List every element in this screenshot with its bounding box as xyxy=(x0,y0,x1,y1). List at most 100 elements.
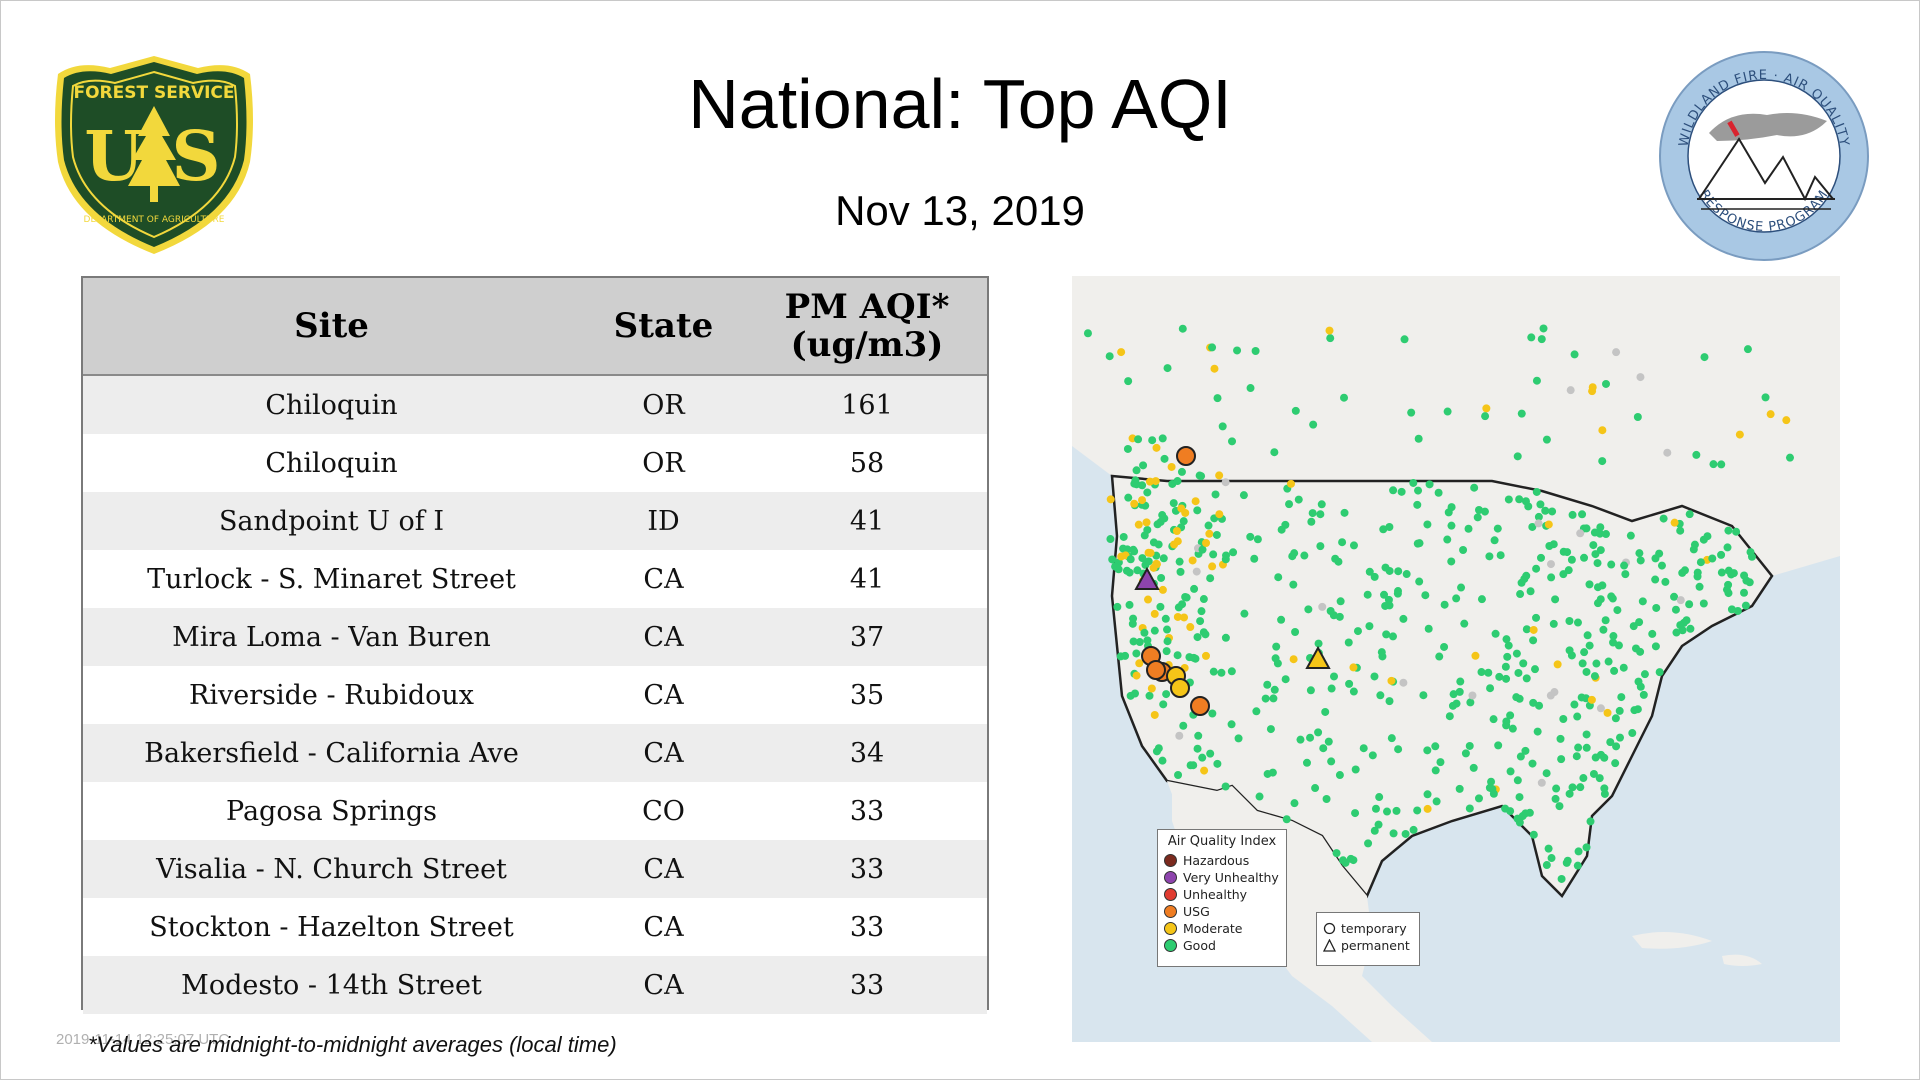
permanent-monitor-marker xyxy=(1305,645,1331,669)
monitor-marker xyxy=(1159,700,1168,709)
monitor-marker xyxy=(1119,532,1128,541)
monitor-marker xyxy=(1221,478,1230,487)
monitor-marker xyxy=(1302,758,1311,767)
monitor-marker xyxy=(1250,554,1259,563)
monitor-marker xyxy=(1676,526,1685,535)
monitor-marker xyxy=(1533,727,1542,736)
usg-swatch xyxy=(1164,905,1177,918)
monitor-marker xyxy=(1598,426,1607,435)
monitor-marker xyxy=(1598,457,1607,466)
monitor-marker xyxy=(1208,562,1217,571)
monitor-marker xyxy=(1577,693,1586,702)
monitor-marker xyxy=(1526,587,1535,596)
monitor-marker xyxy=(1114,565,1123,574)
cell-aqi: 37 xyxy=(747,608,987,666)
monitor-marker xyxy=(1177,504,1186,513)
high-aqi-marker xyxy=(1170,678,1190,698)
monitor-marker xyxy=(1188,556,1197,565)
good-swatch xyxy=(1164,939,1177,952)
monitor-marker xyxy=(1535,701,1544,710)
cell-state: CA xyxy=(580,724,747,782)
monitor-marker xyxy=(1489,715,1498,724)
monitor-marker xyxy=(1542,435,1551,444)
monitor-marker xyxy=(1745,578,1754,587)
monitor-marker xyxy=(1456,677,1465,686)
monitor-marker xyxy=(1580,648,1589,657)
monitor-marker xyxy=(1639,690,1648,699)
monitor-marker xyxy=(1317,500,1326,509)
monitor-marker xyxy=(1591,550,1600,559)
monitor-marker xyxy=(1400,335,1409,344)
monitor-marker xyxy=(1690,540,1699,549)
monitor-marker xyxy=(1392,806,1401,815)
monitor-marker xyxy=(1517,409,1526,418)
monitor-marker xyxy=(1423,790,1432,799)
monitor-marker xyxy=(1619,663,1628,672)
monitor-marker xyxy=(1566,386,1575,395)
monitor-marker xyxy=(1289,655,1298,664)
cell-aqi: 34 xyxy=(747,724,987,782)
monitor-marker xyxy=(1593,583,1602,592)
monitor-marker xyxy=(1319,744,1328,753)
monitor-marker xyxy=(1527,333,1536,342)
monitor-marker xyxy=(1290,799,1299,808)
monitor-marker xyxy=(1636,682,1645,691)
header-pm-aqi: PM AQI* (ug/m3) xyxy=(747,278,987,376)
monitor-marker xyxy=(1331,554,1340,563)
monitor-marker xyxy=(1562,858,1571,867)
cell-aqi: 33 xyxy=(747,782,987,840)
monitor-marker xyxy=(1131,476,1140,485)
monitor-marker xyxy=(1121,651,1130,660)
monitor-marker xyxy=(1610,666,1619,675)
monitor-marker xyxy=(1199,595,1208,604)
monitor-marker xyxy=(1617,693,1626,702)
monitor-marker xyxy=(1106,495,1115,504)
monitor-marker xyxy=(1542,769,1551,778)
monitor-marker xyxy=(1263,680,1272,689)
monitor-marker xyxy=(1138,496,1147,505)
monitor-marker xyxy=(1570,350,1579,359)
triangle-icon xyxy=(1323,939,1336,952)
monitor-marker xyxy=(1145,477,1154,486)
monitor-marker xyxy=(1549,619,1558,628)
monitor-marker xyxy=(1534,512,1543,521)
monitor-marker xyxy=(1399,614,1408,623)
monitor-marker xyxy=(1414,486,1423,495)
monitor-marker xyxy=(1506,807,1515,816)
monitor-marker xyxy=(1606,738,1615,747)
monitor-marker xyxy=(1139,461,1148,470)
monitor-marker xyxy=(1461,749,1470,758)
unhealthy-swatch xyxy=(1164,888,1177,901)
monitor-marker xyxy=(1502,635,1511,644)
monitor-marker xyxy=(1197,607,1206,616)
monitor-marker xyxy=(1574,847,1583,856)
monitor-marker xyxy=(1148,436,1157,445)
monitor-marker xyxy=(1163,637,1172,646)
monitor-marker xyxy=(1206,749,1215,758)
monitor-marker xyxy=(1464,524,1473,533)
legend-item-good: Good xyxy=(1164,937,1280,954)
monitor-marker xyxy=(1636,373,1645,382)
monitor-marker xyxy=(1529,830,1538,839)
monitor-marker xyxy=(1586,817,1595,826)
monitor-marker xyxy=(1142,518,1151,527)
monitor-marker xyxy=(1228,437,1237,446)
monitor-marker xyxy=(1414,434,1423,443)
monitor-marker xyxy=(1083,329,1092,338)
monitor-marker xyxy=(1655,668,1664,677)
monitor-marker xyxy=(1648,629,1657,638)
monitor-marker xyxy=(1314,728,1323,737)
monitor-marker xyxy=(1559,570,1568,579)
monitor-marker xyxy=(1457,583,1466,592)
monitor-marker xyxy=(1147,684,1156,693)
cell-state: ID xyxy=(580,492,747,550)
monitor-marker xyxy=(1397,487,1406,496)
monitor-marker xyxy=(1555,802,1564,811)
monitor-marker xyxy=(1547,573,1556,582)
monitor-marker xyxy=(1335,612,1344,621)
monitor-marker xyxy=(1536,500,1545,509)
monitor-marker xyxy=(1393,589,1402,598)
monitor-marker xyxy=(1340,508,1349,517)
monitor-marker xyxy=(1134,520,1143,529)
monitor-marker xyxy=(1676,621,1685,630)
